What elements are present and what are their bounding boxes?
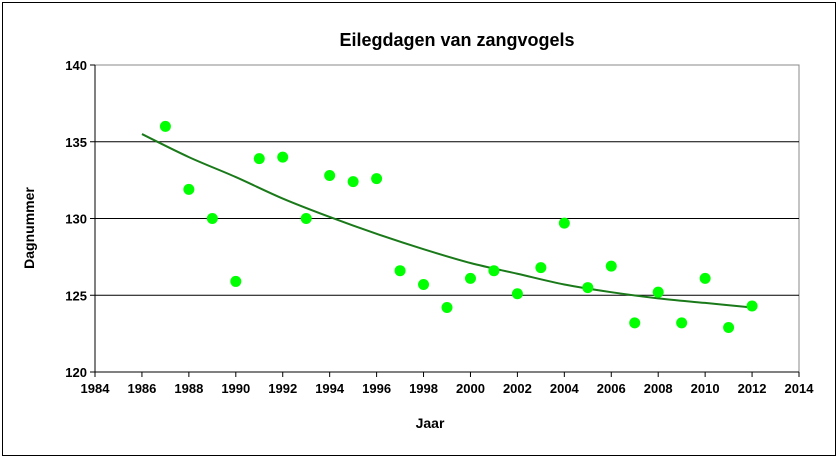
x-tick-label: 2010 [691,381,720,396]
data-point [746,300,758,312]
x-tick-label: 2006 [597,381,626,396]
y-tick-label: 125 [65,288,87,303]
data-point [605,260,617,272]
x-axis-label: Jaar [416,415,445,431]
data-point [535,262,547,274]
data-point [324,170,336,182]
data-point [652,286,664,298]
x-tick-label: 2012 [738,381,767,396]
y-tick-label: 135 [65,135,87,150]
data-point [394,265,406,277]
data-point [159,120,171,132]
data-point [183,183,195,195]
x-tick-label: 1998 [409,381,438,396]
data-point [347,176,359,188]
x-tick-label: 1990 [221,381,250,396]
x-tick-label: 1996 [362,381,391,396]
trendline [141,133,753,309]
data-point [206,213,218,224]
data-point [629,317,641,329]
x-tick-label: 2008 [644,381,673,396]
x-tick-label: 1994 [315,381,345,396]
data-point [582,282,594,294]
data-point [253,153,265,165]
y-tick-label: 130 [65,212,87,227]
data-point [511,288,523,300]
y-tick-label: 140 [65,58,87,73]
data-point [488,265,500,277]
data-point [230,275,242,287]
data-points [159,120,758,333]
data-point [371,173,383,185]
data-point [699,272,711,284]
x-tick-label: 2000 [456,381,485,396]
x-tick-label: 1988 [174,381,203,396]
data-point [558,217,570,229]
x-tick-label: 2004 [550,381,580,396]
y-tick-label: 120 [65,365,87,380]
trendline-group [141,133,753,309]
data-point [464,272,476,284]
data-point [441,302,453,314]
x-tick-label: 2002 [503,381,532,396]
data-point [723,321,735,333]
data-point [418,279,430,291]
x-tick-label: 1986 [127,381,156,396]
x-tick-label: 1984 [81,381,111,396]
x-tick-labels: 1984 1986 1988 1990 1992 1994 1996 1998 2000 2002… [81,381,815,396]
chart-title: Eilegdagen van zangvogels [339,30,574,50]
x-tick-label: 1992 [268,381,297,396]
y-tick-labels: 120 125 130 135 140 [65,58,87,380]
data-point [300,213,312,224]
x-tick-label: 2014 [785,381,815,396]
data-point [676,317,688,329]
data-point [277,151,289,163]
axes [90,64,800,377]
y-axis-label: Dagnummer [21,187,37,269]
